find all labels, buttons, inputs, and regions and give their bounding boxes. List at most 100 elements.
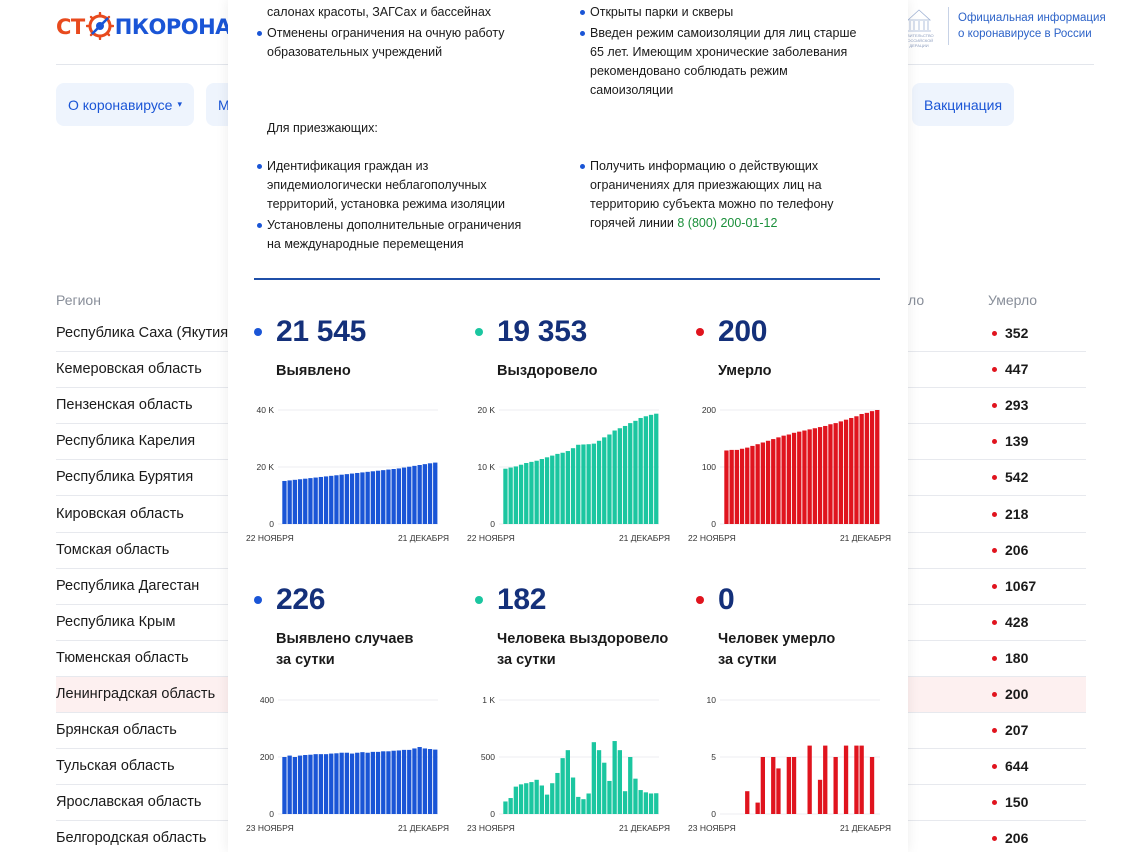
chart-bar bbox=[739, 448, 745, 524]
region-name: Республика Саха (Якутия) bbox=[56, 325, 233, 341]
chart-bar bbox=[308, 754, 313, 814]
chart-bar bbox=[339, 474, 344, 524]
region-name: Брянская область bbox=[56, 722, 177, 739]
x-end-label: 21 ДЕКАБРЯ bbox=[619, 823, 670, 833]
chart-bar bbox=[513, 466, 518, 524]
hotline-phone-link[interactable]: 8 (800) 200-01-12 bbox=[677, 216, 778, 230]
died-dot-icon bbox=[992, 367, 997, 373]
chart-bar bbox=[339, 752, 344, 814]
region-name: Республика Крым bbox=[56, 613, 176, 630]
died-dot-icon bbox=[992, 692, 997, 697]
stat-value: 0 bbox=[718, 583, 735, 616]
died-dot-icon bbox=[992, 619, 997, 625]
arrival-rule-item: Установлены дополнительные ограничения н… bbox=[257, 216, 557, 254]
stat-label: Выявлено случаев за сутки bbox=[276, 629, 413, 671]
chart-bar bbox=[859, 413, 864, 524]
chart-bar bbox=[370, 751, 375, 814]
chart-bar bbox=[586, 793, 591, 814]
chart-bar bbox=[544, 794, 550, 814]
died-dot-icon bbox=[992, 331, 997, 336]
chart-bar bbox=[802, 430, 807, 524]
arrival-info-line: территорию субъекта можно по телефону bbox=[590, 197, 834, 211]
chart-bar bbox=[524, 463, 529, 524]
nav-vaccination[interactable]: Вакцинация bbox=[912, 83, 1015, 126]
logo-text-part1: СТ bbox=[56, 15, 85, 39]
chart-bar bbox=[539, 785, 544, 814]
chart-bar bbox=[823, 425, 828, 524]
chart-bar bbox=[433, 462, 438, 524]
region-details-modal: салонах красоты, ЗАГСах и бассейнах .mod… bbox=[228, 0, 908, 852]
chart-bar bbox=[776, 768, 781, 814]
chart-bar bbox=[812, 428, 817, 524]
arrival-rule-line: Установлены дополнительные ограничения bbox=[267, 218, 522, 232]
chart-bar bbox=[745, 791, 750, 814]
stat-label-line1: Выздоровело bbox=[497, 363, 598, 379]
gov-info-link[interactable]: АВИТЕЛЬСТВО РОССИЙСКОЙ ДЕРАЦИИ Официальн… bbox=[900, 4, 1108, 48]
restriction-item: Введен режим самоизоляции для лиц старше… bbox=[580, 24, 890, 100]
chart-bar bbox=[365, 471, 370, 524]
chart-bar bbox=[529, 461, 534, 524]
region-name: Белгородская область bbox=[56, 830, 207, 847]
chart-bar bbox=[422, 748, 427, 814]
stat-label-line2: за сутки bbox=[718, 652, 777, 668]
bar-chart: 0 10 K 20 K 22 НОЯБРЯ 21 ДЕКАБРЯ bbox=[467, 405, 670, 543]
chart-bar bbox=[654, 793, 659, 814]
chart-bar bbox=[612, 741, 617, 814]
chart-bar bbox=[581, 799, 586, 814]
chart-bar bbox=[503, 801, 508, 814]
chart-bar bbox=[422, 464, 427, 524]
restriction-line: Отменены ограничения на очную работу bbox=[267, 26, 505, 40]
chart-bar bbox=[412, 748, 417, 814]
arrival-info-item: Получить информацию о действующих ограни… bbox=[580, 157, 890, 233]
chart-bar bbox=[854, 416, 859, 524]
bar-chart: 0 20 K 40 K 22 НОЯБРЯ 21 ДЕКАБРЯ bbox=[246, 405, 449, 543]
died-dot-icon bbox=[992, 511, 997, 517]
chart-bar bbox=[823, 745, 828, 814]
stat-value: 200 bbox=[718, 315, 768, 348]
chart-bar bbox=[648, 793, 654, 814]
chart-bar bbox=[303, 755, 308, 814]
died-count: 180 bbox=[1005, 649, 1029, 666]
chart-bar bbox=[750, 445, 755, 524]
chart-bar bbox=[622, 791, 628, 814]
chart-bar bbox=[513, 786, 518, 814]
region-name: Ярославская область bbox=[56, 794, 202, 811]
stat-dot-icon bbox=[254, 596, 262, 604]
died-count: 139 bbox=[1005, 433, 1029, 450]
chart-bar bbox=[386, 469, 391, 524]
nav-about-coronavirus[interactable]: О коронавирусе ▾ bbox=[56, 83, 194, 126]
chart-bar bbox=[303, 478, 308, 524]
chart-bar bbox=[633, 420, 638, 524]
chart-bar bbox=[329, 475, 334, 524]
y-tick-label: 10 bbox=[707, 695, 717, 705]
y-tick-label: 0 bbox=[711, 519, 716, 529]
arrival-info-line: ограничениях для приезжающих лиц на bbox=[590, 178, 822, 192]
y-tick-label: 10 K bbox=[478, 462, 496, 472]
chart-bar bbox=[396, 468, 401, 524]
table-row[interactable]: Белгородская область 206 bbox=[56, 821, 1086, 852]
chart-bar bbox=[586, 444, 591, 524]
chart-bar bbox=[524, 783, 529, 814]
stat-dot-icon bbox=[475, 596, 483, 604]
bar-chart: 0 200 400 23 НОЯБРЯ 21 ДЕКАБРЯ bbox=[246, 695, 449, 833]
chart-bar bbox=[375, 751, 381, 814]
chart-bar bbox=[375, 470, 381, 524]
chart-bar bbox=[355, 472, 360, 524]
x-start-label: 23 НОЯБРЯ bbox=[467, 823, 515, 833]
chart-bar bbox=[755, 802, 760, 814]
died-dot-icon bbox=[992, 655, 997, 661]
chart-bar bbox=[313, 754, 318, 814]
stat-label-line1: Человек умерло bbox=[718, 631, 836, 647]
chart-bar bbox=[297, 479, 303, 524]
chart-bar bbox=[349, 753, 355, 814]
died-dot-icon bbox=[992, 800, 997, 806]
chart-bar bbox=[508, 798, 513, 814]
restriction-item: Отменены ограничения на очную работу обр… bbox=[257, 24, 557, 62]
stat-label: Человека выздоровело за сутки bbox=[497, 629, 668, 671]
arrival-info-line-last: горячей линии 8 (800) 200-01-12 bbox=[590, 214, 890, 233]
chart-bar bbox=[412, 465, 417, 524]
x-end-label: 21 ДЕКАБРЯ bbox=[619, 533, 670, 543]
died-count: 542 bbox=[1005, 469, 1029, 486]
chart-bar bbox=[297, 755, 303, 814]
column-header-died-partial: ло bbox=[908, 292, 925, 308]
